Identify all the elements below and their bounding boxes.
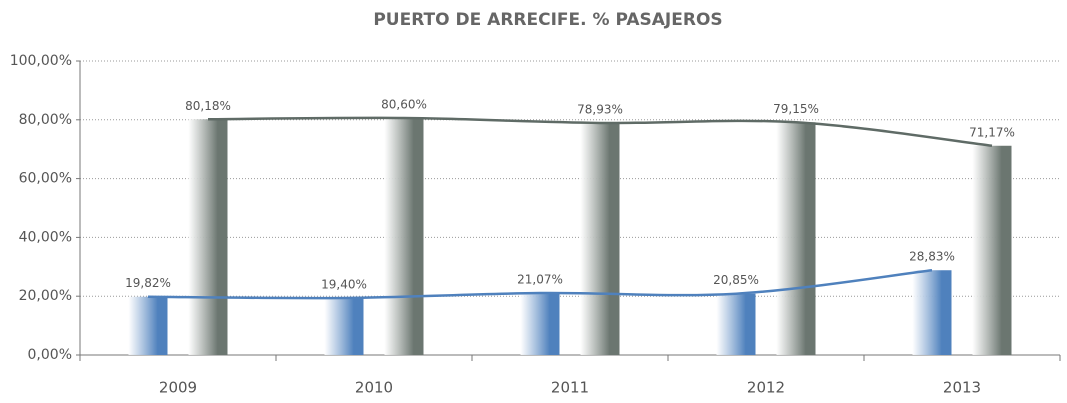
bar xyxy=(776,122,816,355)
y-tick-label: 60,00% xyxy=(19,171,72,187)
chart-title: PUERTO DE ARRECIFE. % PASAJEROS xyxy=(373,10,722,30)
trend-line xyxy=(147,268,933,300)
bar xyxy=(324,297,364,355)
y-tick-label: 0,00% xyxy=(28,347,72,363)
value-label: 20,85% xyxy=(713,273,759,287)
bar xyxy=(972,145,1012,355)
bar xyxy=(188,119,228,355)
bar xyxy=(128,296,168,355)
x-tick-label: 2012 xyxy=(747,379,785,397)
bar xyxy=(912,270,952,355)
x-tick-label: 2011 xyxy=(551,379,589,397)
x-tick-label: 2009 xyxy=(159,379,197,397)
bar xyxy=(520,293,560,355)
value-label: 80,60% xyxy=(381,98,427,112)
value-label: 78,93% xyxy=(577,102,623,116)
x-tick-label: 2010 xyxy=(355,379,393,397)
x-tick-label: 2013 xyxy=(943,379,981,397)
y-tick-label: 20,00% xyxy=(19,288,72,304)
y-tick-label: 80,00% xyxy=(19,112,72,128)
y-tick-label: 40,00% xyxy=(19,229,72,245)
bar xyxy=(580,122,620,355)
value-label: 28,83% xyxy=(909,250,955,264)
value-label: 80,18% xyxy=(185,99,231,113)
trend-line xyxy=(207,116,993,148)
value-label: 79,15% xyxy=(773,102,819,116)
value-label: 19,82% xyxy=(125,276,171,290)
bar xyxy=(384,118,424,355)
value-label: 19,40% xyxy=(321,277,367,291)
value-label: 71,17% xyxy=(969,125,1015,139)
bar xyxy=(716,293,756,355)
value-label: 21,07% xyxy=(517,273,563,287)
y-tick-label: 100,00% xyxy=(10,53,72,69)
